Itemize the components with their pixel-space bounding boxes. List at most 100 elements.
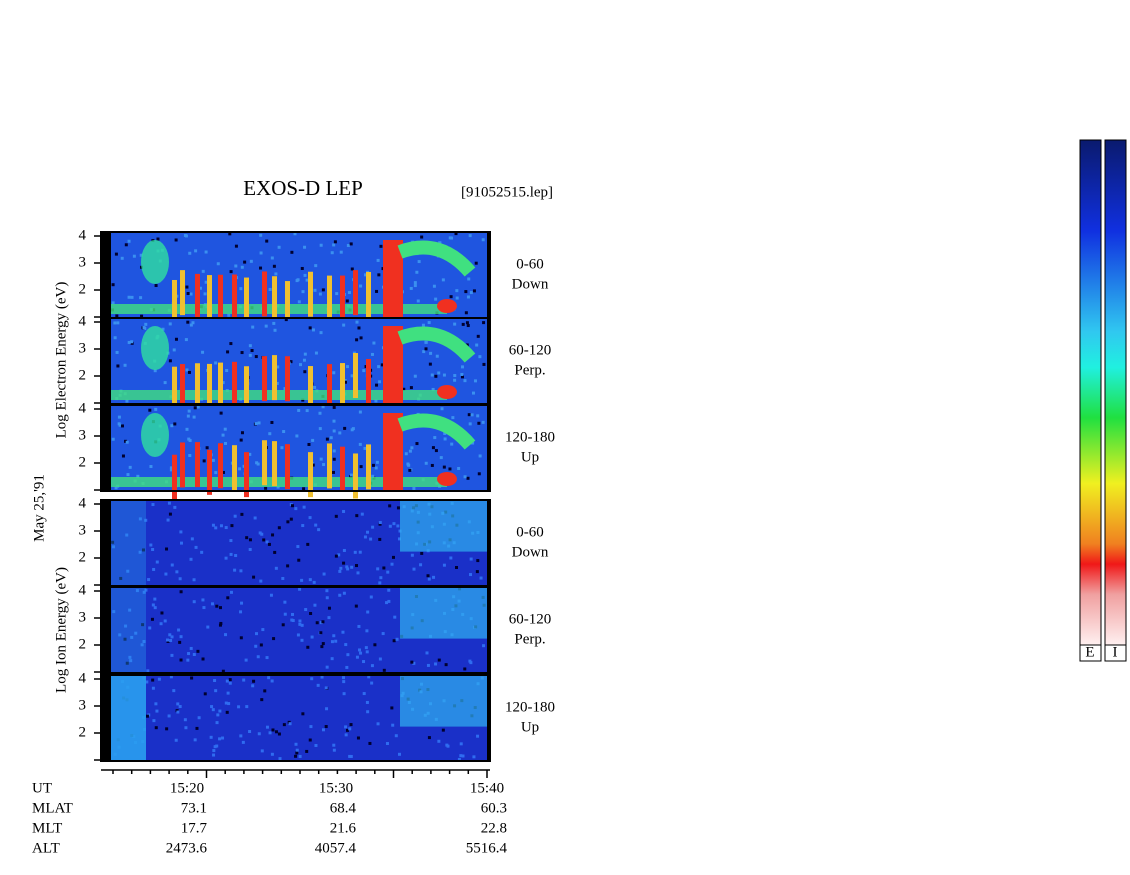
spectrogram-noise xyxy=(240,431,244,435)
spectrogram-noise xyxy=(469,661,473,665)
spectrogram-noise xyxy=(415,270,419,274)
spectrogram-streak xyxy=(272,441,277,487)
spectrogram-noise xyxy=(130,295,134,299)
spectrogram-noise xyxy=(393,615,397,619)
spectrogram-noise xyxy=(377,365,381,369)
spectrogram-noise xyxy=(293,232,297,236)
y-tick-label: 2 xyxy=(79,549,87,565)
spectrogram-noise xyxy=(268,731,272,735)
spectrogram-streak xyxy=(195,442,200,488)
spectrogram-noise xyxy=(262,538,266,542)
spectrogram-noise xyxy=(201,350,205,354)
spectrogram-noise xyxy=(315,621,319,625)
spectrogram-noise xyxy=(265,656,269,660)
spectrogram-noise xyxy=(410,553,414,557)
spectrogram-noise xyxy=(166,638,170,642)
spectrogram-noise xyxy=(224,633,228,637)
spectrogram-noise xyxy=(258,531,262,535)
spectrogram-noise xyxy=(264,486,268,490)
spectrogram-noise xyxy=(343,379,347,383)
spectrogram-streak xyxy=(366,444,371,490)
y-tick-label: 4 xyxy=(79,227,87,243)
spectrogram-noise xyxy=(135,589,139,593)
spectrogram-noise xyxy=(295,279,299,283)
spectrogram-noise xyxy=(272,264,276,268)
spectrogram-noise xyxy=(355,564,359,568)
spectrogram-noise xyxy=(448,236,452,240)
spectrogram-noise xyxy=(223,427,227,431)
spectrogram-noise xyxy=(333,240,337,244)
spectrogram-noise xyxy=(111,283,115,287)
spectrogram-noise xyxy=(225,369,229,373)
spectrogram-noise xyxy=(338,431,342,435)
spectrogram-noise xyxy=(272,637,276,641)
spectrogram-feature xyxy=(111,500,146,586)
spectrogram-noise xyxy=(476,334,480,338)
spectrogram-noise xyxy=(214,471,218,475)
spectrogram-noise xyxy=(325,707,329,711)
spectrogram-noise xyxy=(212,749,216,753)
spectrogram-noise xyxy=(277,526,281,530)
spectrogram-streak xyxy=(180,364,185,410)
spectrogram-noise xyxy=(178,705,182,709)
spectrogram-noise xyxy=(239,610,243,614)
spectrogram-noise xyxy=(170,635,174,639)
spectrogram-noise xyxy=(332,743,336,747)
spectrogram-noise xyxy=(391,555,395,559)
spectrogram-noise xyxy=(475,343,479,347)
spectrogram-noise xyxy=(191,321,195,325)
spectrogram-noise xyxy=(253,516,257,520)
spectrogram-noise xyxy=(144,588,148,592)
y-tick-label: 4 xyxy=(79,495,87,511)
spectrogram-noise xyxy=(481,238,485,242)
spectrogram-feature xyxy=(111,587,146,673)
spectrogram-noise xyxy=(255,632,259,636)
spectrogram-noise xyxy=(298,619,302,623)
spectrogram-noise xyxy=(248,730,252,734)
spectrogram-noise xyxy=(118,633,122,637)
spectrogram-noise xyxy=(218,709,222,713)
spectrogram-noise xyxy=(364,646,368,650)
spectrogram-streak xyxy=(366,359,371,405)
spectrogram-noise xyxy=(243,260,247,264)
data-gap xyxy=(101,318,111,404)
spectrogram-noise xyxy=(184,338,188,342)
spectrogram-noise xyxy=(219,524,223,528)
spectrogram-noise xyxy=(377,273,381,277)
spectrogram-noise xyxy=(321,642,325,646)
spectrogram-noise xyxy=(466,476,470,480)
spectrogram-noise xyxy=(161,327,165,331)
y-tick-label: 2 xyxy=(79,454,87,470)
spectrogram-noise xyxy=(434,662,438,666)
spectrogram-noise xyxy=(186,658,190,662)
spectrogram-noise xyxy=(325,589,329,593)
spectrogram-noise xyxy=(392,522,396,526)
spectrogram-noise xyxy=(416,299,420,303)
spectrogram-noise xyxy=(244,658,248,662)
spectrogram-noise xyxy=(248,353,252,357)
spectrogram-noise xyxy=(221,736,225,740)
data-gap xyxy=(101,232,111,318)
spectrogram-noise xyxy=(431,387,435,391)
spectrogram-noise xyxy=(413,281,417,285)
spectrogram-noise xyxy=(189,646,193,650)
spectrogram-noise xyxy=(282,430,286,434)
spectrogram-noise xyxy=(465,321,469,325)
spectrogram-noise xyxy=(347,291,351,295)
spectrogram-noise xyxy=(366,530,370,534)
spectrogram-noise xyxy=(349,473,353,477)
spectrogram-noise xyxy=(245,705,249,709)
spectrogram-noise xyxy=(187,370,191,374)
spectrogram-noise xyxy=(174,337,178,341)
spectrogram-noise xyxy=(296,545,300,549)
spectrogram-noise xyxy=(374,399,378,403)
spectrogram-noise xyxy=(482,644,486,648)
spectrogram-noise xyxy=(240,351,244,355)
spectrogram-noise xyxy=(303,370,307,374)
spectrogram-noise xyxy=(179,658,183,662)
spectrogram-streak xyxy=(244,452,249,498)
spectrogram-noise xyxy=(469,557,473,561)
spectrogram-noise xyxy=(205,446,209,450)
spectrogram-noise xyxy=(125,440,129,444)
spectrogram-noise xyxy=(166,518,170,522)
